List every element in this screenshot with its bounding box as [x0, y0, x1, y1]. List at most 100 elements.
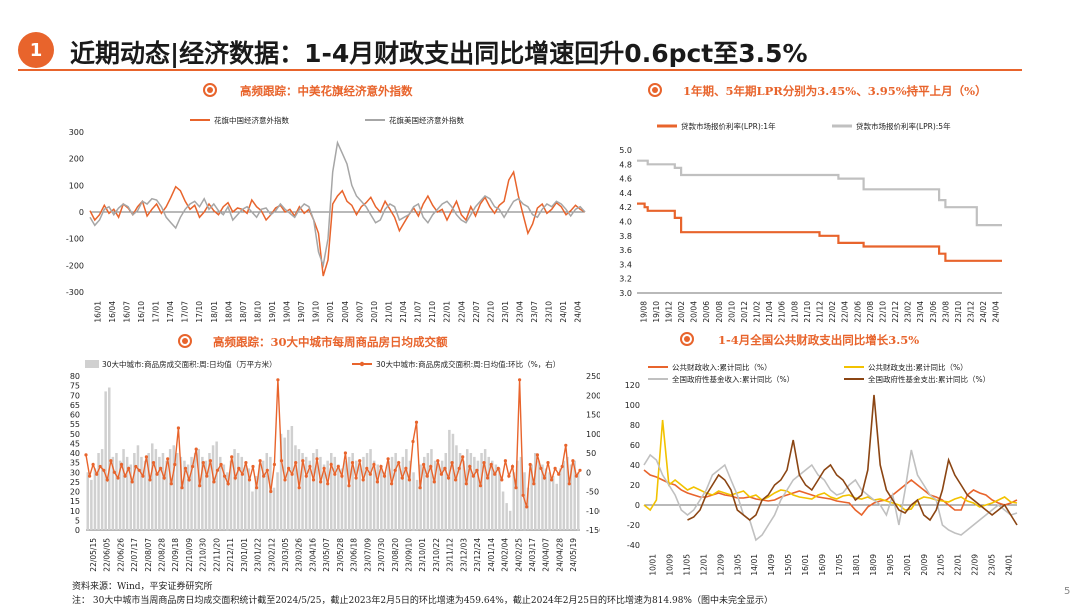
y-tick-label-left: 15 — [70, 497, 80, 506]
volume-bar — [179, 456, 183, 530]
x-tick-label: 23/12/03 — [459, 538, 468, 572]
mom-point — [98, 464, 102, 469]
volume-bar — [100, 449, 104, 530]
x-tick-label: 22/11/20 — [212, 538, 221, 572]
volume-bar — [548, 472, 551, 531]
mom-point — [535, 453, 539, 457]
mom-point — [525, 505, 529, 509]
mom-point — [532, 482, 536, 486]
y-tick-label: -300 — [66, 288, 84, 297]
x-tick-label: 11/05 — [682, 554, 691, 576]
y-tick-label: 3.8 — [619, 232, 632, 241]
volume-bar — [111, 456, 115, 530]
x-tick-label: 24/02 — [979, 301, 988, 323]
volume-bar — [308, 460, 312, 530]
volume-bar — [147, 453, 150, 530]
volume-bar — [151, 443, 154, 530]
panel1-title: 高频跟踪：中美花旗经济意外指数 — [240, 84, 413, 98]
mom-point — [372, 462, 376, 467]
mom-point — [329, 462, 333, 467]
mom-point — [443, 466, 447, 470]
y-tick-label-left: 20 — [70, 488, 80, 497]
x-tick-label: 21/01 — [384, 301, 393, 323]
mom-point — [201, 461, 205, 465]
mom-point — [198, 484, 202, 488]
x-tick-label: 19/10 — [312, 301, 321, 323]
volume-bar — [172, 445, 176, 530]
volume-bar — [426, 453, 430, 530]
series-line-2 — [89, 140, 586, 269]
x-tick-label: 16/01 — [801, 554, 810, 576]
mom-point — [130, 480, 134, 484]
volume-bar — [430, 449, 433, 530]
x-tick-label: 24/02/04 — [501, 538, 510, 572]
volume-bar — [358, 464, 362, 530]
mom-point — [550, 478, 554, 482]
mom-point — [162, 476, 166, 480]
x-tick-label: 23/03/26 — [295, 538, 304, 572]
y-tick-label-right: 250 — [586, 372, 600, 381]
x-tick-label: 19/05 — [886, 554, 895, 576]
y-tick-label-left: 10 — [70, 507, 80, 516]
mom-point — [194, 447, 198, 451]
volume-bar — [254, 476, 258, 530]
citi-surprise-chart: -300 -200 -100 0 100 200 300 花旗中国经济意外指数 花旗美国经济意外… — [66, 115, 586, 323]
legend-label: 公共财政支出:累计同比（%） — [868, 362, 968, 372]
mom-point — [496, 466, 500, 470]
volume-bar — [215, 441, 218, 530]
mom-point — [141, 474, 145, 478]
x-tick-label: 18/07 — [239, 301, 248, 323]
page-number: 5 — [1064, 586, 1071, 597]
x-tick-label: 22/01 — [954, 554, 963, 576]
mom-point — [304, 474, 308, 478]
x-tick-label: 18/01 — [852, 554, 861, 576]
mom-point — [350, 461, 355, 465]
x-tick-label: 21/08 — [790, 301, 799, 323]
volume-bar — [451, 433, 455, 531]
y-tick-label: 0 — [79, 208, 84, 217]
x-tick-label: 20/04 — [341, 301, 350, 323]
volume-bar — [333, 456, 337, 530]
volume-bar — [287, 429, 290, 530]
x-tick-label: 24/04/28 — [555, 538, 564, 572]
volume-bar — [154, 449, 158, 530]
x-tick-label: 20/01 — [326, 301, 335, 323]
x-tick-label: 23/12/24 — [473, 538, 482, 572]
y-tick-label-left: 60 — [70, 411, 80, 420]
x-tick-label: 22/10/30 — [199, 538, 208, 572]
volume-bar — [294, 445, 297, 530]
mom-point — [343, 451, 347, 455]
volume-bar — [297, 449, 301, 530]
volume-bar — [226, 472, 229, 531]
target-icon — [648, 83, 662, 97]
mom-point — [375, 480, 379, 484]
mom-point — [379, 464, 383, 469]
volume-bar — [455, 445, 458, 530]
volume-bar — [469, 453, 473, 530]
x-tick-label: 22/07/17 — [130, 538, 139, 572]
volume-bar — [283, 437, 286, 530]
volume-bar — [405, 449, 408, 530]
volume-bar — [122, 449, 125, 530]
mom-point — [475, 468, 479, 472]
x-tick-label: 15/05 — [784, 554, 793, 576]
y-tick-label: -20 — [627, 521, 640, 530]
volume-bar — [537, 460, 541, 530]
legend-label: 花旗中国经济意外指数 — [214, 115, 289, 125]
mom-point — [546, 461, 550, 465]
mom-point — [567, 482, 571, 486]
x-tick-label: 16/01 — [93, 301, 102, 323]
x-tick-label: 23/07 — [530, 301, 539, 323]
mom-point — [258, 459, 262, 463]
series-line-4 — [687, 394, 1018, 526]
volume-bar — [261, 460, 265, 530]
mom-point — [429, 464, 433, 469]
y-tick-label: 4.8 — [619, 160, 632, 169]
legend-swatch — [85, 360, 99, 368]
volume-bar — [251, 491, 254, 530]
volume-bar — [244, 464, 247, 530]
x-tick-label: 21/12 — [816, 301, 825, 323]
x-tick-label: 24/05/19 — [569, 538, 578, 572]
mom-point — [326, 482, 330, 486]
x-tick-label: 23/04 — [515, 301, 524, 323]
